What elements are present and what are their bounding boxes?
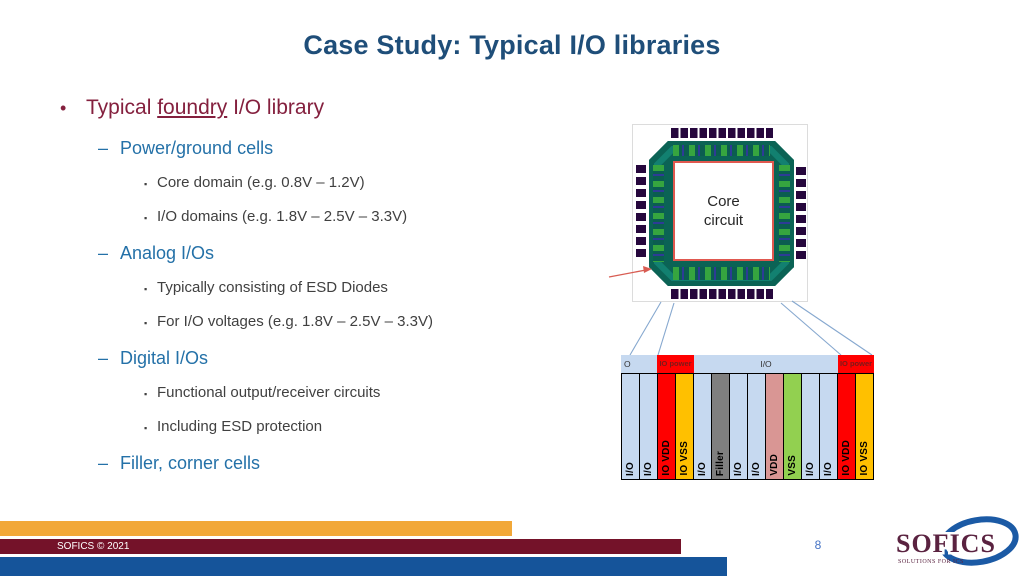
square-icon: ▪ [144,318,148,328]
io-cell-label: I/O [625,462,636,476]
dash-icon: – [98,243,109,263]
io-cell-label: VDD [769,454,780,476]
bullet-l3-io-voltages: ▪ For I/O voltages (e.g. 1.8V – 2.5V – 3… [0,312,590,333]
dash-icon: – [98,348,109,368]
square-icon: ▪ [144,179,148,189]
square-icon: ▪ [144,213,148,223]
dash-icon: – [98,138,109,158]
io-cell: I/O [693,374,711,479]
vdd-cell: VDD [765,374,783,479]
bullet-l2-text: Analog I/Os [120,243,215,263]
bullet-l2-text: Power/ground cells [120,138,274,158]
io-cell: I/O [639,374,657,479]
bullet-l3-text: Functional output/receiver circuits [157,384,381,401]
chip-pads-right [796,167,806,263]
io-cell-label: IO VDD [661,440,672,476]
bullet-l2-power-ground: – Power/ground cells [0,136,590,160]
bullet-l1-text: Typical foundry I/O library [86,96,325,119]
bullet-l2-digital-ios: – Digital I/Os [0,346,590,370]
strip-header-io-label: I/O [760,359,772,369]
io-cell: I/O [747,374,765,479]
io-cell-label: VSS [787,455,798,476]
chip-pads-top [671,128,773,138]
io-cell-label: Filler [715,450,726,476]
io-cell-label: I/O [697,462,708,476]
io-cell: I/O [801,374,819,479]
bullet-l2-text: Filler, corner cells [120,453,261,473]
strip-header: IO power IO power O I/O [621,355,874,373]
bullet-l3-core-domain: ▪ Core domain (e.g. 0.8V – 1.2V) [0,173,590,194]
chip-pads-bottom [671,289,773,299]
square-icon: ▪ [144,389,148,399]
io-power-header-right: IO power [838,355,874,373]
chip-pads-left [636,165,646,261]
bullet-l3-esd-protection: ▪ Including ESD protection [0,417,590,438]
bullet-l3-text: Core domain (e.g. 0.8V – 1.2V) [157,174,365,191]
io-cell: I/O [729,374,747,479]
io-vdd-cell: IO VDD [657,374,675,479]
io-ring: Core circuit [649,141,794,286]
io-power-header-left: IO power [657,355,694,373]
io-cell-label: I/O [751,462,762,476]
strip-header-left-label: O [624,359,631,369]
io-cell: I/O [819,374,837,479]
io-cell-label: IO VSS [679,441,690,476]
core-circuit-box: Core circuit [673,161,774,261]
io-cell: I/O [622,374,639,479]
io-vdd-cell: IO VDD [837,374,855,479]
io-cell-label: I/O [733,462,744,476]
io-vss-cell: IO VSS [675,374,693,479]
chip-layout-image: Core circuit [632,124,808,302]
core-circuit-label: Core circuit [703,192,744,230]
bullet-l2-text: Digital I/Os [120,348,209,368]
footer-bar-orange [0,521,512,536]
bullet-l1: • Typical foundry I/O library [0,94,590,122]
bullet-list: • Typical foundry I/O library – Power/gr… [0,94,590,475]
footer-bar-blue [0,557,727,576]
bullet-l3-text: Typically consisting of ESD Diodes [157,279,388,296]
square-icon: ▪ [144,423,148,433]
underlined-word: foundry [157,96,228,119]
bullet-l3-text: I/O domains (e.g. 1.8V – 2.5V – 3.3V) [157,208,408,225]
io-cell-strip: IO power IO power O I/O I/O I/O IO VDD I… [621,355,874,480]
io-cell-label: I/O [823,462,834,476]
footer-copyright: SOFICS © 2021 [57,541,130,552]
logo-tagline: Solutions for ICs [898,559,964,565]
bullet-l2-analog-ios: – Analog I/Os [0,241,590,265]
bullet-l3-io-domains: ▪ I/O domains (e.g. 1.8V – 2.5V – 3.3V) [0,207,590,228]
logo-text: SOFICS [896,529,996,558]
page-number: 8 [814,538,822,552]
zoom-callout-lines [629,300,873,356]
io-cell-label: I/O [805,462,816,476]
footer-bar-maroon: SOFICS © 2021 [0,539,681,554]
io-vss-cell: IO VSS [855,374,873,479]
bullet-l3-text: For I/O voltages (e.g. 1.8V – 2.5V – 3.3… [157,313,433,330]
bullet-l3-esd-diodes: ▪ Typically consisting of ESD Diodes [0,278,590,299]
square-icon: ▪ [144,284,148,294]
bullet-l3-text: Including ESD protection [157,418,323,435]
filler-cell: Filler [711,374,729,479]
io-cell-label: IO VDD [841,440,852,476]
io-cell-label: I/O [643,462,654,476]
dash-icon: – [98,453,109,473]
vss-cell: VSS [783,374,801,479]
logo-swoosh [939,516,1019,566]
strip-cells: I/O I/O IO VDD IO VSS I/O Filler I/O I/O… [621,373,874,480]
slide-title: Case Study: Typical I/O libraries [303,30,721,60]
bullet-icon: • [60,98,67,118]
sofics-logo: SOFICS Solutions for ICs [894,516,1019,566]
bullet-l3-functional-circuits: ▪ Functional output/receiver circuits [0,383,590,404]
bullet-l2-filler-corner: – Filler, corner cells [0,451,590,475]
io-cell-label: IO VSS [859,441,870,476]
